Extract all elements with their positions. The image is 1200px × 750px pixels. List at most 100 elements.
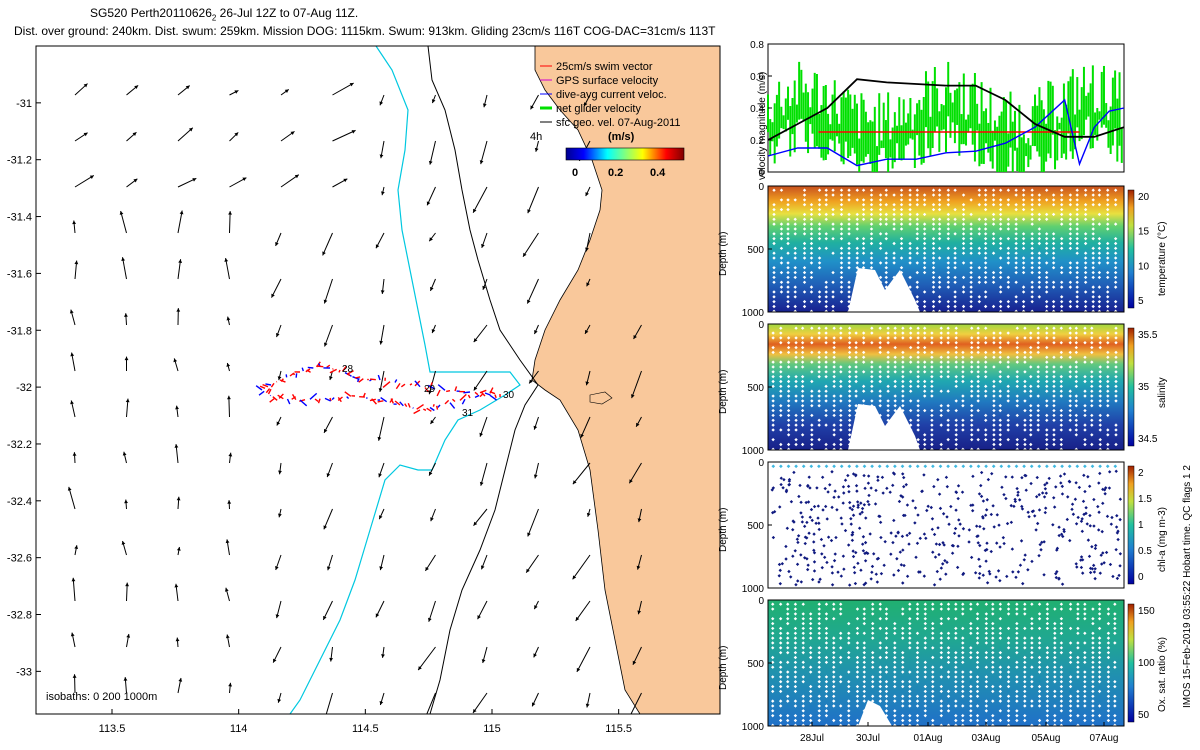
profile-sample — [937, 188, 942, 192]
profile-sample — [793, 607, 798, 611]
profile-sample — [1036, 379, 1040, 384]
profile-sample — [855, 723, 860, 728]
depth-tick-label: 1000 — [742, 308, 765, 319]
profile-sample — [1097, 646, 1102, 650]
profile-sample — [847, 256, 851, 260]
profile-sample — [937, 193, 942, 197]
profile-sample — [991, 689, 995, 694]
profile-sample — [779, 232, 784, 236]
profile-sample — [961, 304, 966, 309]
profile-sample — [1030, 193, 1034, 197]
track-vector — [341, 365, 347, 372]
velocity-arrowhead — [430, 286, 434, 291]
profile-sample — [909, 433, 913, 437]
profile-sample — [802, 246, 807, 251]
velocity-arrow — [572, 554, 591, 580]
profile-sample — [1021, 217, 1026, 221]
profile-sample — [946, 447, 950, 452]
profile-sample — [1083, 704, 1087, 708]
chla-sample — [952, 531, 957, 535]
track-vector — [346, 373, 351, 376]
chla-sample — [830, 571, 835, 575]
chla-sample — [949, 504, 953, 509]
profile-sample — [1083, 299, 1088, 304]
profile-sample — [961, 607, 965, 611]
profile-sample — [824, 617, 829, 621]
profile-sample — [1044, 217, 1049, 221]
profile-sample — [847, 680, 851, 684]
track-vector — [344, 391, 352, 397]
profile-sample — [998, 636, 1003, 640]
chla-sample — [1024, 488, 1028, 492]
chla-sample — [926, 504, 930, 509]
profile-sample — [961, 650, 965, 655]
profile-sample — [984, 641, 989, 645]
profile-sample — [1006, 713, 1011, 718]
profile-sample — [854, 345, 858, 350]
track-vector — [329, 397, 332, 402]
profile-sample — [1106, 621, 1111, 626]
profile-sample — [1021, 193, 1026, 197]
profile-sample — [901, 326, 905, 330]
profile-sample — [930, 336, 934, 340]
profile-sample — [1106, 355, 1110, 359]
profile-sample — [931, 193, 936, 197]
profile-sample — [1059, 442, 1063, 447]
profile-sample — [1044, 280, 1049, 284]
profile-sample — [831, 270, 835, 275]
profile-sample — [961, 203, 966, 207]
velocity-arrow — [175, 444, 179, 464]
profile-sample — [1015, 621, 1019, 626]
profile-sample — [908, 723, 912, 728]
velocity-arrowhead — [379, 154, 384, 159]
profile-sample — [824, 365, 828, 369]
chla-surface-sample — [809, 464, 814, 469]
profile-sample — [915, 612, 920, 616]
profile-sample — [992, 379, 996, 384]
profile-sample — [998, 408, 1002, 413]
velocity-arrow — [125, 718, 127, 739]
chla-sample — [817, 521, 821, 525]
chla-sample — [1082, 473, 1086, 478]
profile-sample — [1090, 345, 1094, 350]
profile-sample — [946, 256, 951, 260]
chla-sample — [990, 471, 994, 476]
profile-sample — [871, 626, 875, 631]
profile-sample — [1083, 280, 1088, 284]
profile-sample — [847, 280, 851, 284]
profile-sample — [878, 680, 882, 684]
profile-sample — [878, 428, 882, 432]
chla-sample — [903, 513, 907, 518]
profile-sample — [793, 290, 797, 294]
profile-sample — [878, 617, 882, 621]
profile-sample — [1091, 309, 1095, 314]
chla-sample — [986, 477, 991, 482]
chla-sample — [920, 489, 924, 494]
profile-sample — [1083, 680, 1087, 684]
profile-sample — [1052, 428, 1056, 432]
chla-sample — [1068, 480, 1072, 484]
profile-sample — [824, 280, 828, 284]
profile-sample — [786, 365, 791, 369]
chla-surface-sample — [893, 464, 897, 469]
profile-sample — [869, 207, 874, 212]
profile-sample — [886, 389, 890, 393]
profile-sample — [800, 404, 805, 408]
profile-sample — [922, 222, 927, 226]
profile-sample — [771, 428, 775, 432]
profile-sample — [832, 704, 836, 708]
profile-sample — [916, 408, 920, 413]
chla-sample — [1100, 529, 1104, 534]
profile-sample — [961, 232, 966, 236]
velocity-arrow — [226, 539, 230, 556]
profile-sample — [793, 675, 798, 679]
chla-sample — [938, 577, 942, 581]
profile-sample — [871, 699, 875, 703]
velocity-arrow — [177, 496, 180, 510]
chla-sample — [1042, 540, 1046, 544]
profile-sample — [1068, 641, 1073, 645]
profile-sample — [916, 404, 920, 408]
profile-sample — [771, 370, 775, 374]
chla-sample — [994, 575, 998, 579]
velocity-arrow — [585, 232, 591, 252]
